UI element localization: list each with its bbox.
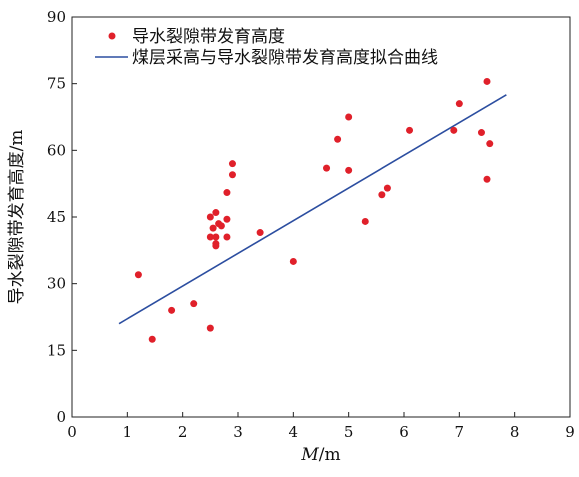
data-point — [483, 77, 491, 85]
data-point — [206, 233, 214, 241]
y-tick-label: 75 — [47, 75, 66, 93]
x-axis-label-unit: /m — [319, 445, 341, 465]
x-tick-label: 7 — [455, 423, 465, 441]
data-point — [486, 140, 494, 148]
x-tick-label: 5 — [344, 423, 354, 441]
fit-line — [118, 94, 507, 325]
data-point — [345, 113, 353, 121]
data-point — [168, 306, 176, 314]
data-point — [450, 126, 458, 134]
y-tick-label: 30 — [47, 275, 66, 293]
data-point — [455, 100, 463, 108]
x-tick-label: 1 — [123, 423, 133, 441]
data-point — [228, 160, 236, 168]
data-point — [148, 335, 156, 343]
data-point — [378, 191, 386, 199]
data-point — [383, 184, 391, 192]
x-axis-label: M/m — [300, 445, 340, 465]
data-marks — [118, 77, 507, 343]
x-tick-label: 4 — [289, 423, 299, 441]
data-point — [206, 324, 214, 332]
y-axis-label: 导水裂隙带发育高度/m — [7, 130, 27, 305]
data-point — [345, 166, 353, 174]
data-point — [134, 271, 142, 279]
data-point — [212, 209, 220, 217]
x-tick-label: 9 — [565, 423, 575, 441]
plot-frame — [71, 16, 571, 418]
data-point — [483, 175, 491, 183]
data-point — [477, 129, 485, 137]
data-point — [323, 164, 331, 172]
data-point — [206, 213, 214, 221]
data-point — [223, 215, 231, 223]
x-tick-label: 6 — [399, 423, 409, 441]
data-point — [289, 257, 297, 265]
x-tick-label: 0 — [67, 423, 77, 441]
legend-label-scatter: 导水裂隙带发育高度 — [132, 27, 285, 47]
data-point — [361, 217, 369, 225]
data-point — [223, 233, 231, 241]
data-point — [334, 135, 342, 143]
y-tick-label: 45 — [47, 208, 66, 226]
data-point — [256, 229, 264, 237]
x-tick-label: 3 — [233, 423, 243, 441]
x-tick-label: 2 — [178, 423, 188, 441]
data-point — [212, 233, 220, 241]
data-point — [223, 189, 231, 197]
legend-label-fit: 煤层采高与导水裂隙带发育高度拟合曲线 — [132, 48, 438, 68]
x-axis-label-variable: M — [300, 445, 319, 465]
legend-marker-scatter — [108, 32, 116, 40]
x-tick-label: 8 — [510, 423, 520, 441]
data-point — [228, 171, 236, 179]
y-tick-label: 0 — [56, 408, 66, 426]
y-tick-label: 15 — [47, 341, 66, 359]
data-point — [212, 242, 220, 250]
data-point — [217, 222, 225, 230]
y-tick-label: 60 — [47, 141, 66, 159]
y-tick-label: 90 — [47, 8, 66, 26]
data-point — [209, 224, 217, 232]
data-point — [190, 300, 198, 308]
data-point — [406, 126, 414, 134]
